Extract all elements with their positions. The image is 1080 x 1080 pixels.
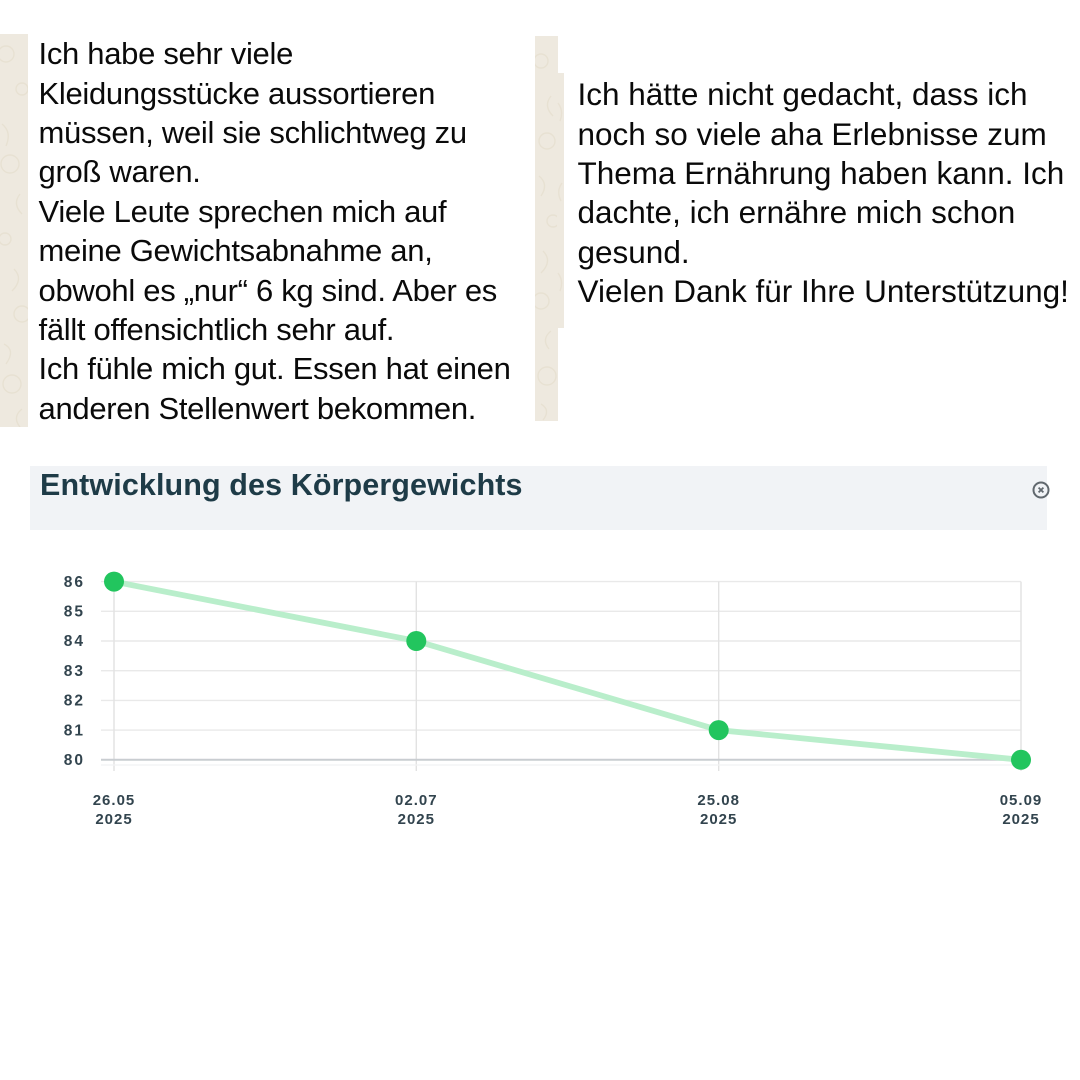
svg-text:05.09: 05.09	[1000, 792, 1043, 809]
svg-text:85: 85	[64, 604, 85, 621]
svg-text:2025: 2025	[700, 811, 737, 828]
svg-text:82: 82	[64, 693, 85, 710]
svg-text:26.05: 26.05	[93, 792, 136, 809]
svg-text:25.08: 25.08	[697, 792, 740, 809]
svg-text:83: 83	[64, 663, 85, 680]
svg-text:2025: 2025	[398, 811, 435, 828]
svg-text:02.07: 02.07	[395, 792, 438, 809]
svg-text:86: 86	[64, 574, 85, 591]
svg-text:80: 80	[64, 752, 85, 769]
svg-text:81: 81	[64, 722, 85, 739]
svg-text:84: 84	[64, 633, 85, 650]
svg-text:2025: 2025	[95, 811, 132, 828]
svg-text:2025: 2025	[1002, 811, 1039, 828]
